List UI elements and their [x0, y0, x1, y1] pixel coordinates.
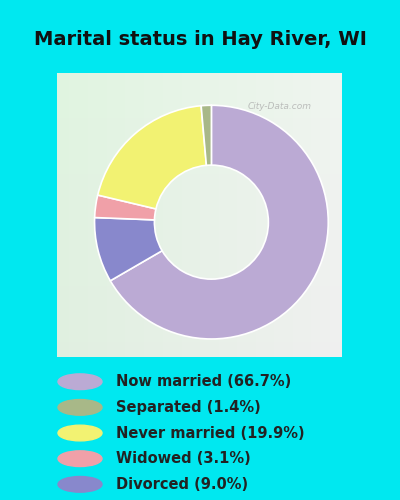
Text: City-Data.com: City-Data.com — [248, 102, 312, 111]
Wedge shape — [95, 195, 156, 220]
Circle shape — [58, 451, 102, 466]
Text: Now married (66.7%): Now married (66.7%) — [116, 374, 291, 389]
Wedge shape — [94, 218, 162, 281]
Circle shape — [58, 374, 102, 390]
Circle shape — [58, 476, 102, 492]
Text: Widowed (3.1%): Widowed (3.1%) — [116, 451, 251, 466]
Circle shape — [58, 400, 102, 415]
Text: Separated (1.4%): Separated (1.4%) — [116, 400, 261, 415]
Wedge shape — [110, 106, 328, 339]
Wedge shape — [98, 106, 206, 209]
Text: Marital status in Hay River, WI: Marital status in Hay River, WI — [34, 30, 366, 50]
Text: Never married (19.9%): Never married (19.9%) — [116, 426, 305, 440]
Circle shape — [58, 425, 102, 441]
Text: Divorced (9.0%): Divorced (9.0%) — [116, 477, 248, 492]
Wedge shape — [201, 106, 212, 166]
